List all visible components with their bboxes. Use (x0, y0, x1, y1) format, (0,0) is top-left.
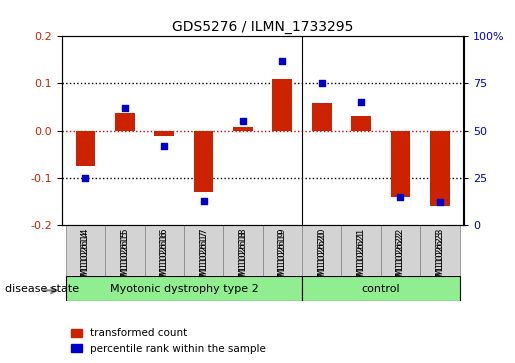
Point (357, 99, 365, 105)
Point (239, 118, 247, 124)
Text: GSM1102616: GSM1102616 (160, 230, 169, 291)
Point (81, 175, 90, 181)
Text: GSM1102615: GSM1102615 (121, 228, 129, 288)
Point (121, 105, 129, 111)
Point (160, 143, 168, 149)
Text: GSM1102619: GSM1102619 (278, 228, 287, 288)
FancyBboxPatch shape (263, 225, 302, 276)
FancyBboxPatch shape (184, 225, 224, 276)
Title: GDS5276 / ILMN_1733295: GDS5276 / ILMN_1733295 (172, 20, 353, 34)
Bar (430, 131, 450, 206)
Text: control: control (362, 284, 400, 294)
Text: GSM1102622: GSM1102622 (396, 230, 405, 290)
FancyBboxPatch shape (66, 276, 302, 301)
FancyBboxPatch shape (224, 225, 263, 276)
Bar (194, 131, 213, 192)
Text: GSM1102620: GSM1102620 (317, 228, 326, 288)
Text: GSM1102617: GSM1102617 (199, 228, 208, 288)
Point (199, 197, 208, 203)
Bar (391, 131, 410, 197)
FancyBboxPatch shape (420, 225, 459, 276)
Bar (76, 131, 95, 166)
Text: GSM1102620: GSM1102620 (317, 230, 326, 291)
Point (278, 58, 286, 64)
Text: GSM1102614: GSM1102614 (81, 230, 90, 291)
Point (318, 81, 326, 86)
FancyBboxPatch shape (341, 225, 381, 276)
FancyBboxPatch shape (302, 276, 459, 301)
Text: disease state: disease state (5, 284, 79, 294)
FancyBboxPatch shape (302, 225, 341, 276)
FancyBboxPatch shape (66, 225, 105, 276)
Legend: transformed count, percentile rank within the sample: transformed count, percentile rank withi… (67, 324, 270, 358)
Bar (312, 103, 332, 131)
Point (436, 200, 444, 205)
Text: GSM1102615: GSM1102615 (121, 230, 129, 291)
Bar (272, 79, 292, 131)
Point (397, 194, 405, 200)
Bar (351, 115, 371, 131)
Bar (154, 131, 174, 136)
Text: GSM1102614: GSM1102614 (81, 228, 90, 288)
Bar (115, 113, 134, 131)
Text: GSM1102623: GSM1102623 (435, 230, 444, 291)
Text: GSM1102617: GSM1102617 (199, 230, 208, 291)
Text: GSM1102623: GSM1102623 (435, 228, 444, 288)
Text: GSM1102622: GSM1102622 (396, 228, 405, 288)
Text: GSM1102619: GSM1102619 (278, 230, 287, 291)
Bar (233, 127, 253, 131)
Text: GSM1102618: GSM1102618 (238, 230, 248, 291)
FancyBboxPatch shape (381, 225, 420, 276)
Text: GSM1102616: GSM1102616 (160, 228, 169, 288)
Text: GSM1102621: GSM1102621 (356, 230, 366, 291)
FancyBboxPatch shape (105, 225, 145, 276)
Text: Myotonic dystrophy type 2: Myotonic dystrophy type 2 (110, 284, 258, 294)
FancyBboxPatch shape (145, 225, 184, 276)
Text: GSM1102621: GSM1102621 (356, 228, 366, 288)
Text: GSM1102618: GSM1102618 (238, 228, 248, 288)
